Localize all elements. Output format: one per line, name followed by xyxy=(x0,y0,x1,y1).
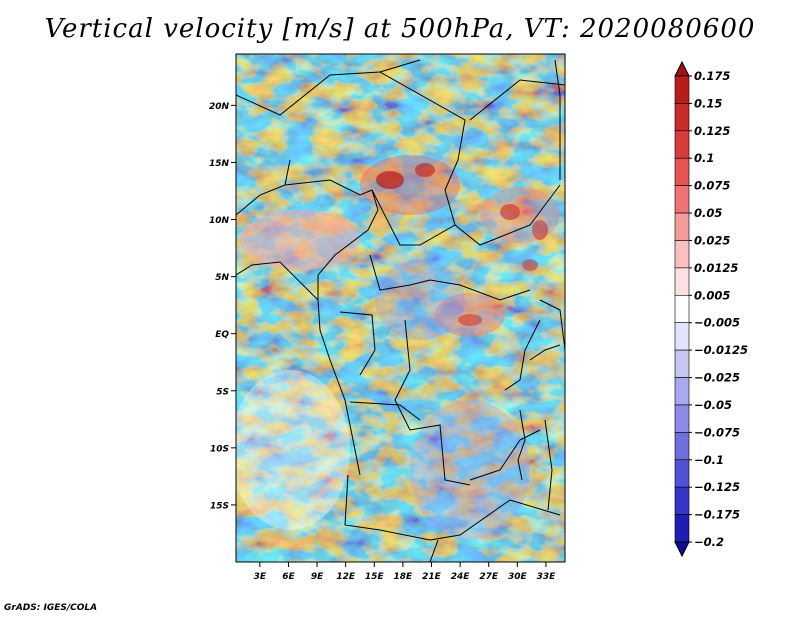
colorbar-swatch xyxy=(674,514,690,543)
latitude-axis: 20N 15N 10N 5N EQ 5S 10S 15S xyxy=(209,102,236,511)
lat-label: 10N xyxy=(209,216,230,226)
lat-label: 10S xyxy=(210,444,229,454)
lat-label: 15S xyxy=(210,501,229,511)
colorbar-swatch xyxy=(674,377,690,406)
lon-label: 18E xyxy=(394,572,414,582)
velocity-field xyxy=(236,54,565,562)
lon-label: 33E xyxy=(537,572,557,582)
colorbar-label: 0.05 xyxy=(694,206,722,220)
colorbar-bottom-arrow xyxy=(674,541,690,558)
colorbar-label: 0.025 xyxy=(694,233,730,247)
colorbar-label: −0.025 xyxy=(694,371,740,385)
colorbar-swatch xyxy=(674,294,690,324)
colorbar: 0.175 0.15 0.125 0.1 0.075 0.05 0.025 0.0125 0.0… xyxy=(674,60,748,558)
colorbar-swatch xyxy=(674,404,690,433)
colorbar-label: 0.175 xyxy=(694,69,730,83)
colorbar-swatch xyxy=(674,240,690,269)
country-borders xyxy=(236,59,565,562)
lon-label: 9E xyxy=(311,572,324,582)
colorbar-label: 0.075 xyxy=(694,179,730,193)
lat-label: 5N xyxy=(215,273,229,283)
colorbar-label: −0.125 xyxy=(694,480,740,494)
lon-label: 21E xyxy=(422,572,442,582)
lat-label: 20N xyxy=(209,102,230,112)
lon-label: 30E xyxy=(508,572,528,582)
colorbar-label: −0.05 xyxy=(694,398,732,412)
colorbar-swatch xyxy=(674,322,690,351)
map-frame xyxy=(235,53,566,563)
lat-label: 5S xyxy=(216,387,229,397)
colorbar-swatch xyxy=(674,459,690,488)
colorbar-top-arrow xyxy=(674,60,690,77)
colorbar-swatch xyxy=(674,486,690,515)
colorbar-swatch xyxy=(674,185,690,214)
colorbar-label: −0.075 xyxy=(694,425,740,439)
colorbar-swatch xyxy=(674,130,690,159)
colorbar-label: −0.175 xyxy=(694,508,740,522)
colorbar-swatch xyxy=(674,432,690,461)
colorbar-swatch xyxy=(674,75,690,104)
lon-label: 6E xyxy=(282,572,295,582)
lat-label: EQ xyxy=(215,330,229,340)
longitude-axis: 3E 6E 9E 12E 15E 18E 21E 24E 27E 30E 33E xyxy=(254,562,556,582)
colorbar-label: −0.2 xyxy=(694,535,724,549)
colorbar-swatch xyxy=(674,103,690,132)
lon-label: 12E xyxy=(336,572,356,582)
lon-label: 3E xyxy=(254,572,267,582)
lat-label: 15N xyxy=(209,159,230,169)
colorbar-swatch xyxy=(674,349,690,378)
lon-label: 27E xyxy=(479,572,499,582)
colorbar-label: −0.1 xyxy=(694,453,724,467)
map-title: Vertical velocity [m/s] at 500hPa, VT: 2… xyxy=(44,14,756,44)
colorbar-swatch xyxy=(674,157,690,186)
colorbar-label: 0.005 xyxy=(694,288,730,302)
colorbar-label: −0.005 xyxy=(694,316,740,330)
colorbar-swatch xyxy=(674,267,690,296)
lon-label: 15E xyxy=(365,572,385,582)
colorbar-label: 0.15 xyxy=(694,96,722,110)
credit-label: GrADS: IGES/COLA xyxy=(4,603,98,613)
colorbar-label: 0.0125 xyxy=(694,261,738,275)
colorbar-label: 0.1 xyxy=(694,151,714,165)
colorbar-label: 0.125 xyxy=(694,124,730,138)
colorbar-label: −0.0125 xyxy=(694,343,748,357)
colorbar-swatch xyxy=(674,212,690,241)
lon-label: 24E xyxy=(451,572,471,582)
